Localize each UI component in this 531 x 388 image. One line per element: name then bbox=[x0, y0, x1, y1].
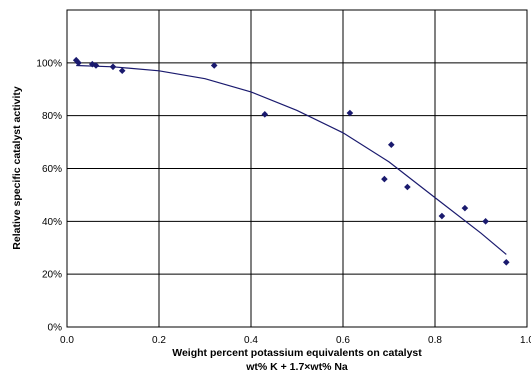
x-tick-labels: 0.0 0.2 0.4 0.6 0.8 1.0 bbox=[60, 335, 531, 346]
x-axis-title: Weight percent potassium equivalents on … bbox=[172, 347, 422, 359]
data-point bbox=[482, 218, 489, 225]
data-point bbox=[210, 62, 218, 69]
data-point bbox=[72, 56, 80, 64]
data-point bbox=[381, 175, 388, 183]
data-point bbox=[388, 141, 395, 149]
x-tick-label: 1.0 bbox=[520, 335, 531, 346]
data-point bbox=[346, 109, 354, 117]
trendline bbox=[76, 64, 507, 255]
y-tick-label: 0% bbox=[48, 323, 63, 334]
trendline-group bbox=[76, 64, 507, 255]
x-tick-label: 0.2 bbox=[152, 335, 166, 346]
data-point bbox=[75, 59, 82, 67]
gridlines bbox=[67, 10, 527, 327]
y-tick-label: 60% bbox=[42, 164, 62, 175]
data-point bbox=[118, 67, 126, 75]
data-point bbox=[461, 204, 469, 212]
x-tick-label: 0.0 bbox=[60, 335, 74, 346]
x-tick-label: 0.6 bbox=[336, 335, 350, 346]
data-point bbox=[92, 62, 100, 69]
y-axis-title: Relative specific catalyst activity bbox=[11, 86, 23, 250]
y-tick-label: 20% bbox=[42, 270, 62, 281]
x-tick-label: 0.8 bbox=[428, 335, 442, 346]
data-point bbox=[261, 111, 269, 118]
data-points bbox=[72, 56, 510, 266]
y-tick-label: 40% bbox=[42, 217, 62, 228]
data-point bbox=[404, 183, 411, 191]
y-tick-labels: 0% 20% 40% 60% 80% 100% bbox=[36, 58, 62, 333]
data-point bbox=[438, 212, 446, 220]
data-point bbox=[503, 258, 510, 266]
y-tick-label: 100% bbox=[36, 58, 62, 69]
data-point bbox=[109, 63, 117, 71]
y-tick-label: 80% bbox=[42, 111, 62, 122]
x-tick-label: 0.4 bbox=[244, 335, 258, 346]
x-axis-subtitle: wt% K + 1.7×wt% Na bbox=[245, 361, 348, 373]
